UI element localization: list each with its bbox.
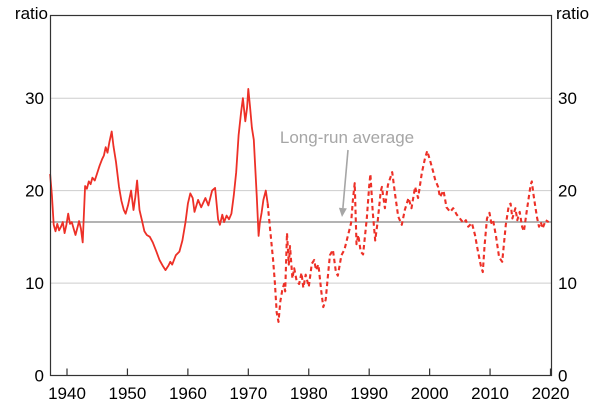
gridlines (50, 97, 552, 284)
y-label-left-20: 20 (25, 182, 44, 201)
x-axis-ticks (66, 368, 552, 376)
y-axis-unit-left: ratio (15, 4, 48, 23)
x-label-2020: 2020 (532, 384, 570, 403)
annotation-long-run-average: Long-run average (280, 128, 414, 147)
y-label-right-0: 0 (558, 367, 567, 386)
x-label-2010: 2010 (471, 384, 509, 403)
y-axis-labels-right: 0 10 20 30 (558, 89, 577, 385)
y-axis-labels-left: 0 10 20 30 (25, 89, 44, 385)
x-label-1990: 1990 (350, 384, 388, 403)
y-label-left-10: 10 (25, 274, 44, 293)
data-series (49, 88, 550, 323)
y-axis-unit-right: ratio (556, 4, 589, 23)
x-label-1970: 1970 (229, 384, 267, 403)
x-axis-labels: 1940 1950 1960 1970 1980 1990 2000 2010 2020 (48, 384, 569, 403)
x-label-2000: 2000 (411, 384, 449, 403)
x-label-1960: 1960 (169, 384, 207, 403)
series-solid-segment (49, 88, 269, 272)
annotation-arrow-icon (338, 149, 349, 217)
y-label-right-30: 30 (558, 89, 577, 108)
series-dashed-segment (266, 149, 550, 323)
y-label-left-0: 0 (35, 367, 44, 386)
x-label-1940: 1940 (48, 384, 86, 403)
y-label-left-30: 30 (25, 89, 44, 108)
y-label-right-20: 20 (558, 182, 577, 201)
x-label-1950: 1950 (109, 384, 147, 403)
plot-border (49, 14, 553, 377)
x-label-1980: 1980 (290, 384, 328, 403)
y-label-right-10: 10 (558, 274, 577, 293)
